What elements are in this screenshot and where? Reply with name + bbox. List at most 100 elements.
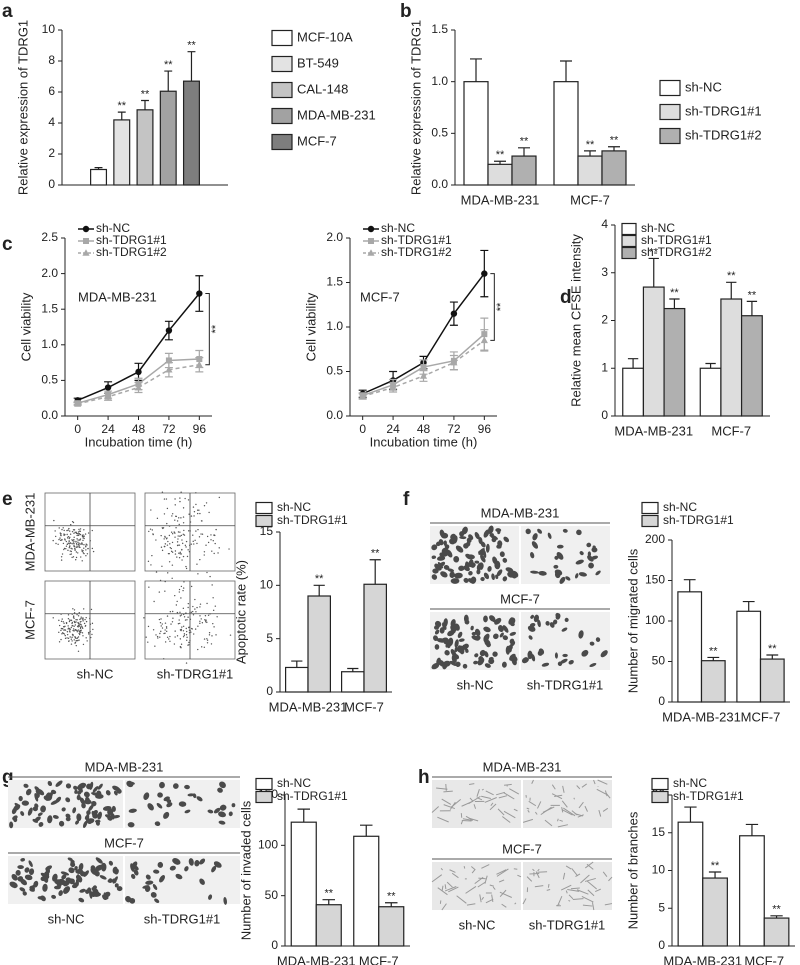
flow-dot xyxy=(62,621,64,623)
flow-dot xyxy=(199,512,201,515)
tube-segment xyxy=(562,785,565,793)
cell xyxy=(432,568,439,574)
cell xyxy=(145,880,154,885)
cell xyxy=(218,820,226,825)
cell xyxy=(439,561,446,567)
cell xyxy=(525,528,531,535)
y-tick-label: 10 xyxy=(42,22,56,36)
point xyxy=(165,327,173,334)
cell xyxy=(163,811,170,819)
tube-segment xyxy=(513,808,518,812)
flow-dot xyxy=(69,553,71,556)
flow-dot xyxy=(178,557,181,559)
legend-swatch xyxy=(621,246,637,260)
tube-segment xyxy=(561,800,568,808)
flow-dot xyxy=(89,623,92,625)
tube-segment xyxy=(563,807,576,817)
tube-segment xyxy=(481,864,490,869)
legend-swatch xyxy=(271,133,293,151)
flow-dot xyxy=(158,618,161,621)
cell xyxy=(497,529,501,535)
cell xyxy=(505,567,514,573)
y-axis-label: Cell viability xyxy=(18,292,33,361)
tube-segment xyxy=(531,779,534,784)
legend-swatch xyxy=(271,29,293,47)
flow-dot xyxy=(201,533,204,535)
cell xyxy=(556,544,564,549)
flow-dot xyxy=(77,531,80,533)
cell xyxy=(110,812,115,820)
flow-dot xyxy=(180,614,183,616)
cell xyxy=(24,867,30,873)
x-tick-label: MDA-MB-231 xyxy=(269,699,348,714)
cell xyxy=(9,881,18,888)
cell xyxy=(463,577,469,583)
flow-dot xyxy=(60,559,63,561)
cell xyxy=(447,568,455,573)
flow-dot xyxy=(190,543,193,545)
bar xyxy=(699,367,722,417)
error-bar xyxy=(746,300,758,316)
cell xyxy=(17,865,24,869)
flow-dot xyxy=(201,622,204,624)
cell xyxy=(98,864,106,870)
significance-label: ** xyxy=(387,891,396,903)
panel-label: b xyxy=(400,1,412,22)
cell xyxy=(199,878,205,885)
flow-dot xyxy=(203,554,205,556)
flow-dot xyxy=(188,644,190,646)
flow-dot xyxy=(192,540,194,543)
flow-dot xyxy=(82,536,85,538)
bar xyxy=(642,286,665,417)
flow-dot xyxy=(80,629,82,631)
flow-dot xyxy=(217,552,219,554)
flow-dot xyxy=(165,627,168,629)
flow-dot xyxy=(75,621,77,623)
flow-dot xyxy=(74,549,76,551)
annotation: MDA-MB-231 xyxy=(78,289,157,304)
flow-dot xyxy=(190,585,193,588)
y-tick-label: 0.5 xyxy=(431,126,448,140)
cell xyxy=(485,543,490,553)
flow-dot xyxy=(79,627,82,630)
cell xyxy=(554,569,563,576)
cell xyxy=(483,633,490,642)
y-tick-label: 0.0 xyxy=(41,408,58,422)
y-tick-label: 1.5 xyxy=(41,301,58,315)
flow-dot xyxy=(189,618,192,621)
flow-dot xyxy=(192,614,195,616)
cell xyxy=(575,573,579,579)
cell xyxy=(439,627,445,634)
flow-dot xyxy=(167,572,169,574)
flow-dot xyxy=(205,544,207,546)
flow-dot xyxy=(72,616,75,618)
tube-segment xyxy=(565,865,572,870)
y-tick-label: 0.5 xyxy=(41,373,58,387)
flow-dot xyxy=(74,624,77,626)
cell xyxy=(28,860,33,868)
cell xyxy=(565,576,571,581)
y-tick-label: 2.5 xyxy=(41,230,58,244)
flow-dot xyxy=(164,545,166,548)
flow-dot xyxy=(78,624,80,627)
tube-segment xyxy=(473,804,477,809)
tube-segment xyxy=(585,861,594,869)
point xyxy=(74,400,82,407)
tube-segment xyxy=(576,889,589,895)
flow-dot xyxy=(174,498,176,500)
tube-segment xyxy=(586,863,594,870)
cell xyxy=(67,857,73,861)
cell xyxy=(463,614,469,623)
flow-dot xyxy=(212,609,215,612)
flow-dot xyxy=(83,552,85,555)
cell xyxy=(586,542,592,548)
cell xyxy=(434,620,442,628)
cell xyxy=(466,541,471,547)
flow-dot xyxy=(75,644,77,647)
flow-dot xyxy=(176,635,179,637)
cell xyxy=(545,620,550,626)
flow-dot xyxy=(58,624,61,627)
cell xyxy=(77,786,83,793)
cell xyxy=(58,820,65,827)
cell xyxy=(453,535,458,544)
